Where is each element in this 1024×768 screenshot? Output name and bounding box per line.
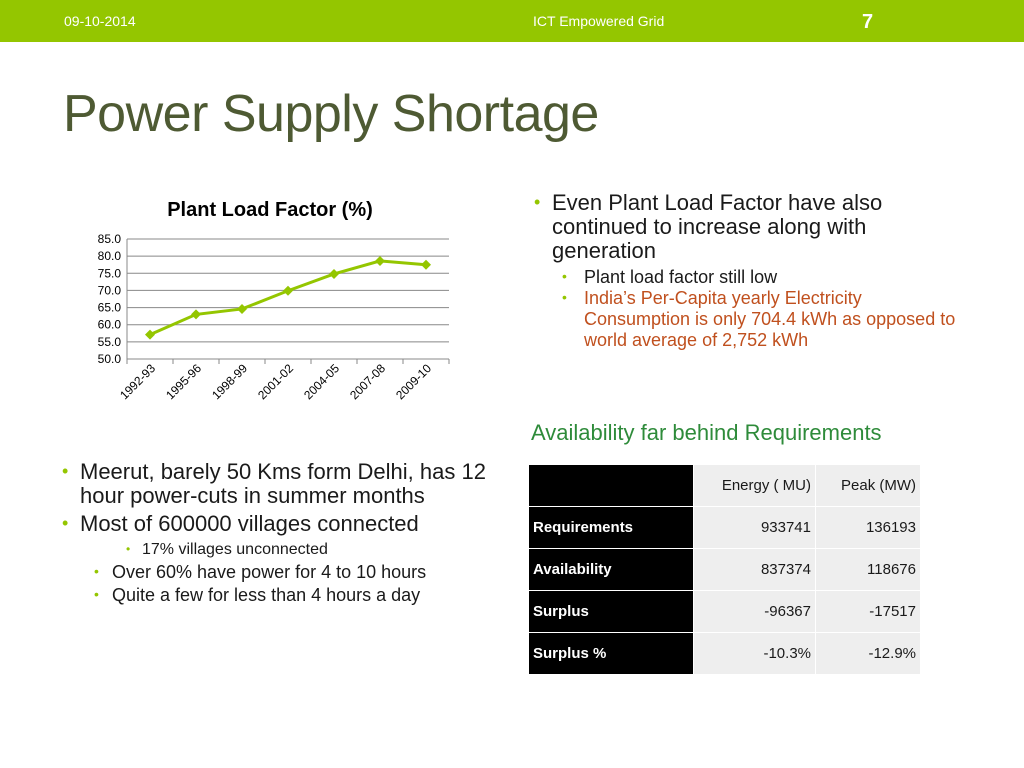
y-tick-label: 55.0 — [98, 335, 122, 349]
chart-title: Plant Load Factor (%) — [167, 199, 373, 221]
y-tick-label: 70.0 — [98, 283, 122, 297]
row-label: Surplus % — [528, 632, 694, 675]
bullet-meerut: Meerut, barely 50 Kms form Delhi, has 12… — [58, 459, 508, 508]
energy-value: -96367 — [693, 590, 816, 633]
energy-value: 933741 — [693, 506, 816, 549]
slide-number: 7 — [862, 11, 874, 33]
left-bullet-list: Meerut, barely 50 Kms form Delhi, has 12… — [58, 459, 508, 606]
data-point — [375, 255, 385, 266]
header-date: 09-10-2014 — [64, 13, 136, 29]
table-header-row: Energy ( MU) Peak (MW) — [528, 464, 921, 507]
data-point — [283, 285, 293, 296]
x-tick-label: 1995-96 — [163, 361, 204, 402]
peak-value: -17517 — [815, 590, 921, 633]
x-tick-label: 1992-93 — [117, 361, 158, 402]
bullet-villages-connected: Most of 600000 villages connected — [58, 511, 508, 536]
bullet-villages-unconnected: 17% villages unconnected — [58, 539, 508, 560]
y-tick-label: 75.0 — [98, 266, 122, 280]
table-header-blank — [528, 464, 694, 507]
bullet-less-than-4-hours: Quite a few for less than 4 hours a day — [58, 584, 508, 606]
x-tick-label: 2007-08 — [347, 361, 388, 402]
plant-load-factor-chart: Plant Load Factor (%) 50.0 55.0 60.0 65.0 70… — [98, 199, 450, 402]
table-header-peak: Peak (MW) — [815, 464, 921, 507]
x-tick-label: 2004-05 — [301, 361, 342, 402]
row-label: Surplus — [528, 590, 694, 633]
energy-value: -10.3% — [693, 632, 816, 675]
peak-value: -12.9% — [815, 632, 921, 675]
x-tick-label: 2001-02 — [255, 361, 296, 402]
data-point — [145, 329, 155, 340]
peak-value: 118676 — [815, 548, 921, 591]
table-header-energy: Energy ( MU) — [693, 464, 816, 507]
energy-value: 837374 — [693, 548, 816, 591]
table-row: Surplus -96367 -17517 — [528, 590, 921, 633]
right-bullet-list: Even Plant Load Factor have also continu… — [530, 190, 970, 351]
data-point — [421, 259, 431, 270]
row-label: Requirements — [528, 506, 694, 549]
bullet-power-hours: Over 60% have power for 4 to 10 hours — [58, 561, 508, 583]
y-tick-label: 85.0 — [98, 232, 122, 246]
header-bar: 09-10-2014 ICT Empowered Grid 7 — [0, 0, 1024, 42]
x-tick-label: 2009-10 — [393, 361, 434, 402]
y-tick-label: 80.0 — [98, 249, 122, 263]
availability-table: Energy ( MU) Peak (MW) Requirements 9337… — [528, 464, 921, 675]
row-label: Availability — [528, 548, 694, 591]
data-point — [329, 268, 339, 279]
table-row: Availability 837374 118676 — [528, 548, 921, 591]
availability-heading: Availability far behind Requirements — [531, 420, 882, 445]
y-tick-label: 65.0 — [98, 301, 122, 315]
data-point — [237, 303, 247, 314]
header-title: ICT Empowered Grid — [533, 13, 665, 29]
table-row: Requirements 933741 136193 — [528, 506, 921, 549]
bullet-per-capita: India’s Per-Capita yearly Electricity Co… — [530, 287, 970, 351]
table-row: Surplus % -10.3% -12.9% — [528, 632, 921, 675]
y-tick-label: 60.0 — [98, 318, 122, 332]
peak-value: 136193 — [815, 506, 921, 549]
x-tick-label: 1998-99 — [209, 361, 250, 402]
slide-title: Power Supply Shortage — [63, 85, 599, 143]
series-line — [149, 259, 427, 337]
bullet-plant-load-factor: Even Plant Load Factor have also continu… — [530, 190, 970, 263]
data-point — [191, 309, 201, 320]
bullet-plf-still-low: Plant load factor still low — [530, 266, 970, 288]
y-tick-label: 50.0 — [98, 352, 122, 366]
